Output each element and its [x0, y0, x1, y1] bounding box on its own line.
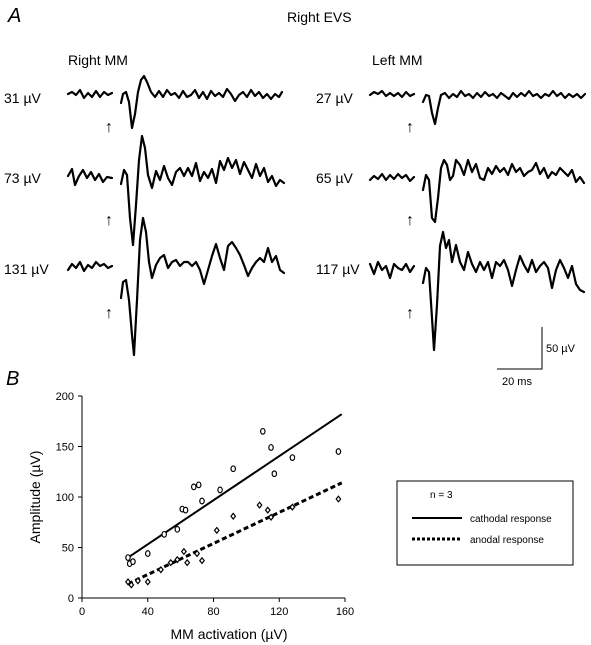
anodal-fit-line — [127, 481, 343, 586]
right-mm-row3-label: 131 µV — [4, 261, 49, 277]
x-tick-label: 80 — [207, 606, 219, 618]
anodal-data-point — [134, 577, 141, 585]
x-axis-label: MM activation (µV) — [171, 626, 288, 642]
stimulus-arrow-icon: ↑ — [105, 305, 113, 322]
anodal-data-point — [230, 512, 237, 520]
x-tick-label: 40 — [142, 606, 154, 618]
cathodal-fit-line — [127, 413, 343, 559]
trace-right-mm-row1 — [66, 74, 284, 130]
stimulus-arrow-icon: ↑ — [105, 212, 113, 229]
scale-bar-vertical-label: 50 µV — [546, 343, 576, 355]
cathodal-data-point — [199, 497, 205, 505]
right-mm-heading: Right MM — [68, 52, 128, 68]
y-tick-label: 0 — [68, 593, 74, 605]
fit-lines — [127, 413, 343, 586]
panel-a-letter: A — [7, 5, 21, 27]
anodal-data-point — [144, 578, 151, 586]
left-mm-row1-label: 27 µV — [316, 90, 354, 106]
legend-cathodal-label: cathodal response — [470, 514, 552, 525]
right-mm-row2-label: 73 µV — [4, 170, 42, 186]
cathodal-data-point — [130, 558, 136, 566]
anodal-data-point — [128, 581, 135, 589]
cathodal-data-point — [174, 525, 181, 533]
anodal-data-point — [256, 501, 263, 509]
anodal-data-point — [157, 565, 164, 574]
anodal-data-point — [174, 555, 181, 564]
cathodal-data-point — [190, 483, 197, 491]
x-tick-label: 0 — [79, 606, 85, 618]
x-tick-label: 120 — [270, 606, 288, 618]
panel-b-letter: B — [6, 368, 19, 390]
y-tick-label: 150 — [56, 442, 74, 454]
left-mm-row2-label: 65 µV — [316, 170, 354, 186]
cathodal-data-point — [335, 448, 342, 455]
anodal-data-point — [264, 506, 271, 514]
legend-n-label: n = 3 — [430, 490, 453, 501]
plot-axes — [81, 396, 345, 599]
trace-left-mm-row2 — [368, 158, 586, 224]
anodal-data-point — [184, 558, 191, 567]
stimulus-arrow-icon: ↑ — [406, 119, 414, 136]
y-tick-label: 200 — [56, 391, 74, 403]
anodal-data-point — [167, 558, 174, 567]
anodal-data-point — [125, 578, 132, 586]
stimulus-arrow-icon: ↑ — [105, 119, 113, 136]
cathodal-data-point — [268, 444, 274, 451]
anodal-data-point — [289, 503, 296, 511]
anodal-data-point — [180, 547, 187, 556]
cathodal-data-point — [217, 486, 223, 494]
cathodal-data-point — [195, 481, 202, 489]
stimulus-arrow-icon: ↑ — [406, 212, 414, 229]
right-mm-row1-label: 31 µV — [4, 90, 42, 106]
cathodal-data-point — [182, 506, 189, 514]
anodal-data-point — [268, 513, 275, 521]
legend-box — [396, 480, 574, 566]
stimulus-arrow-icon: ↑ — [406, 305, 414, 322]
x-axis-ticks: 0 40 80 120 160 — [79, 598, 354, 618]
scale-bar-horizontal-label: 20 ms — [502, 376, 532, 388]
anodal-data-point — [198, 556, 206, 565]
emg-traces — [66, 74, 587, 357]
data-markers — [125, 427, 342, 589]
x-tick-label: 160 — [336, 606, 354, 618]
left-mm-heading: Left MM — [372, 52, 423, 68]
cathodal-data-point — [260, 427, 266, 435]
cathodal-data-point — [125, 554, 131, 561]
anodal-data-point — [213, 526, 220, 535]
y-tick-label: 50 — [62, 543, 74, 555]
left-mm-row3-label: 117 µV — [316, 261, 360, 277]
anodal-data-point — [194, 549, 201, 558]
cathodal-data-point — [230, 465, 237, 473]
panel-a-title: Right EVS — [287, 9, 352, 25]
trace-right-mm-row2 — [66, 134, 286, 247]
trace-right-mm-row3 — [66, 216, 286, 357]
y-tick-label: 100 — [56, 492, 74, 504]
cathodal-data-point — [161, 530, 167, 538]
anodal-data-point — [335, 495, 342, 503]
legend: n = 3 cathodal response anodal response — [396, 480, 574, 566]
cathodal-data-point — [144, 550, 151, 557]
cathodal-data-point — [289, 454, 296, 462]
legend-anodal-label: anodal response — [470, 535, 544, 546]
y-axis-ticks: 0 50 100 150 200 — [56, 391, 82, 605]
y-axis-label: Amplitude (µV) — [27, 451, 43, 544]
cathodal-data-point — [271, 470, 278, 478]
trace-left-mm-row3 — [368, 230, 586, 352]
scale-bar: 50 µV 20 ms — [497, 327, 576, 388]
trace-left-mm-row1 — [368, 89, 587, 126]
